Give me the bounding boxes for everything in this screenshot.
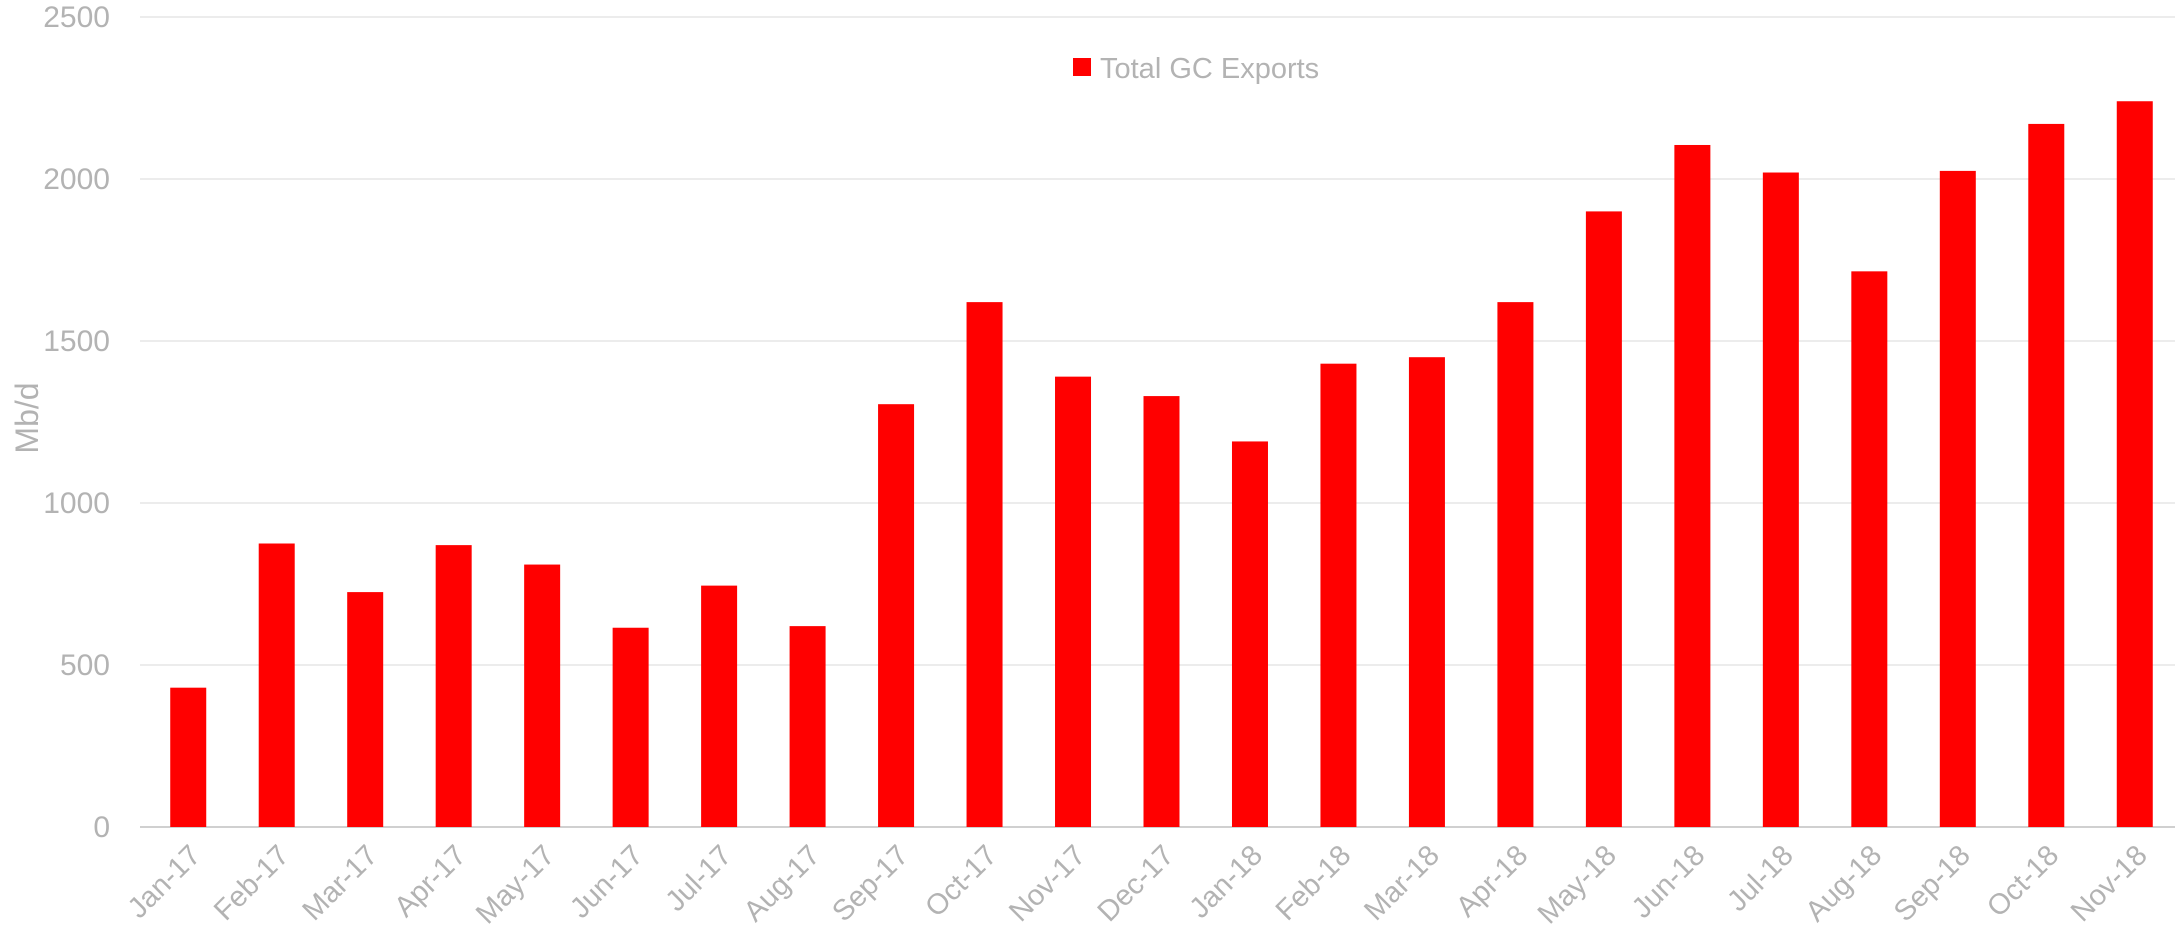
bar-sep-17 [878,404,915,827]
x-tick-label: May-18 [1532,839,1623,930]
y-tick-label: 500 [60,649,110,682]
x-tick-label: May-17 [470,839,561,930]
bar-aug-17 [789,626,826,827]
x-tick-label: Apr-17 [388,839,472,923]
x-tick-label: Oct-18 [1981,839,2065,923]
bar-oct-17 [966,302,1003,827]
x-tick-label: Jul-17 [660,839,738,917]
x-tick-label: Sep-17 [826,839,915,928]
bar-nov-17 [1055,376,1092,827]
bar-aug-18 [1851,271,1888,828]
bar-mar-18 [1408,357,1445,827]
x-tick-label: Jun-18 [1626,839,1711,924]
x-tick-label: Sep-18 [1888,839,1977,928]
y-tick-label: 1000 [43,487,110,520]
bar-apr-18 [1497,302,1534,827]
bar-may-18 [1585,211,1622,827]
bar-jul-18 [1762,172,1799,827]
x-tick-label: Feb-17 [208,839,296,927]
y-tick-label: 2000 [43,163,110,196]
x-tick-label: Jan-18 [1184,839,1269,924]
x-tick-label: Jul-18 [1721,839,1799,917]
bar-mar-17 [347,592,384,827]
y-tick-label: 1500 [43,325,110,358]
bar-dec-17 [1143,396,1180,827]
y-tick-label: 0 [93,811,110,844]
bar-jun-18 [1674,144,1711,828]
bar-jan-18 [1231,441,1268,827]
bar-feb-18 [1320,363,1357,827]
y-axis-title: Mb/d [9,382,45,453]
bar-may-17 [524,564,561,827]
bar-apr-17 [435,545,472,827]
x-tick-label: Dec-17 [1092,839,1181,928]
x-tick-label: Aug-18 [1800,839,1889,928]
legend: Total GC Exports [1073,53,1319,85]
bar-feb-17 [258,543,295,827]
x-tick-label: Nov-18 [2065,839,2154,928]
bar-jul-17 [701,585,738,827]
x-tick-label: Nov-17 [1003,839,1092,928]
bar-jan-17 [170,687,207,827]
legend-swatch [1073,58,1091,76]
bar-oct-18 [2028,123,2065,828]
bar-nov-18 [2116,101,2153,828]
x-tick-label: Jun-17 [564,839,649,924]
y-axis-ticks: 0 500 1000 1500 2000 2500 [43,1,110,844]
x-tick-label: Aug-17 [738,839,827,928]
bar-series [170,101,2153,828]
legend-label: Total GC Exports [1100,53,1319,85]
bar-jun-17 [612,627,649,827]
x-tick-label: Oct-17 [919,839,1003,923]
x-tick-label: Jan-17 [122,839,207,924]
x-tick-label: Mar-18 [1358,839,1446,927]
y-tick-label: 2500 [43,1,110,34]
x-tick-label: Feb-18 [1270,839,1358,927]
x-tick-label: Mar-17 [297,839,385,927]
bar-sep-18 [1939,170,1976,827]
x-tick-label: Apr-18 [1450,839,1534,923]
